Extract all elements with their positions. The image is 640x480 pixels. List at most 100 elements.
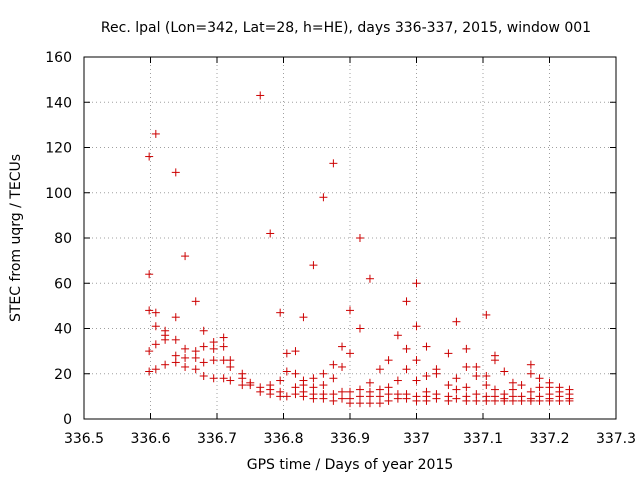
data-point <box>452 317 461 326</box>
data-point <box>346 349 354 358</box>
data-point <box>191 297 200 306</box>
data-point <box>181 353 190 362</box>
data-point <box>412 322 421 331</box>
data-point <box>482 396 491 405</box>
y-tick-label: 60 <box>54 276 72 292</box>
data-point <box>171 168 180 177</box>
chart-title: Rec. lpal (Lon=342, Lat=28, h=HE), days … <box>101 20 591 36</box>
axis-ticks: 336.5 336.6 336.7 336.8 336.9 337 337.1 337.2 33… <box>45 50 636 447</box>
data-point <box>412 376 421 385</box>
data-point <box>346 399 354 408</box>
grid <box>84 57 616 419</box>
data-point <box>402 297 411 306</box>
x-tick-label: 336.5 <box>64 431 104 447</box>
data-point <box>199 358 208 367</box>
data-point <box>355 385 364 394</box>
data-point <box>145 367 154 376</box>
data-point <box>384 383 393 392</box>
data-point <box>291 390 300 399</box>
data-point <box>355 399 364 408</box>
data-point <box>355 392 364 401</box>
data-point <box>462 362 471 371</box>
data-point <box>145 347 154 356</box>
data-point <box>422 372 431 381</box>
data-point <box>291 347 300 356</box>
data-point <box>444 396 453 405</box>
data-point <box>432 369 441 378</box>
data-point <box>299 392 308 401</box>
data-point <box>145 152 154 161</box>
data-point <box>375 385 384 394</box>
data-point <box>508 378 517 387</box>
data-point <box>171 313 180 322</box>
data-point <box>151 340 160 349</box>
y-tick-label: 40 <box>54 322 72 338</box>
y-tick-label: 120 <box>45 141 72 157</box>
data-point <box>526 387 535 396</box>
data-point <box>276 308 285 317</box>
data-point <box>526 396 535 405</box>
x-tick-label: 336.9 <box>330 431 370 447</box>
data-point <box>319 369 328 378</box>
data-point <box>338 387 347 396</box>
data-point <box>526 360 535 369</box>
data-point <box>535 396 544 405</box>
data-point <box>282 392 291 401</box>
data-point <box>309 261 318 270</box>
data-point <box>384 396 393 405</box>
data-point <box>482 372 491 381</box>
data-point <box>209 356 218 365</box>
data-point <box>329 396 338 405</box>
data-point <box>472 390 481 399</box>
data-point <box>338 342 347 351</box>
data-point <box>432 394 441 403</box>
data-point <box>309 374 318 383</box>
data-point <box>199 342 208 351</box>
data-point <box>472 396 481 405</box>
data-point <box>329 159 338 168</box>
data-point <box>329 390 338 399</box>
data-point <box>171 335 180 344</box>
data-point <box>444 381 453 390</box>
y-tick-label: 80 <box>54 231 72 247</box>
data-point <box>209 338 218 347</box>
data-point <box>238 374 247 383</box>
data-point <box>508 396 517 405</box>
data-point <box>246 381 255 390</box>
data-point <box>282 349 291 358</box>
data-point <box>181 362 190 371</box>
data-point <box>161 360 170 369</box>
data-point <box>452 394 461 403</box>
data-point <box>219 342 228 351</box>
data-point <box>393 331 402 340</box>
data-point <box>291 383 300 392</box>
data-point <box>226 362 235 371</box>
data-point <box>365 378 374 387</box>
data-point <box>402 394 411 403</box>
data-point <box>329 360 338 369</box>
data-point <box>482 381 491 390</box>
data-point <box>452 374 461 383</box>
data-point <box>309 383 318 392</box>
data-point <box>462 383 471 392</box>
data-point <box>191 347 200 356</box>
y-tick-label: 0 <box>63 412 72 428</box>
data-point <box>402 344 411 353</box>
data-point <box>365 274 374 283</box>
data-point <box>422 342 431 351</box>
data-point <box>375 365 384 374</box>
data-point <box>219 374 228 383</box>
data-point <box>209 374 218 383</box>
y-axis-label: STEC from uqrg / TECUs <box>8 154 24 322</box>
x-tick-label: 337 <box>403 431 430 447</box>
data-point <box>226 356 235 365</box>
y-tick-label: 100 <box>45 186 72 202</box>
data-point <box>365 399 374 408</box>
x-tick-label: 336.6 <box>130 431 170 447</box>
data-point <box>219 333 228 342</box>
data-point <box>346 387 354 396</box>
data-point <box>384 390 393 399</box>
data-points <box>145 91 574 408</box>
data-point <box>199 372 208 381</box>
data-point <box>375 392 384 401</box>
